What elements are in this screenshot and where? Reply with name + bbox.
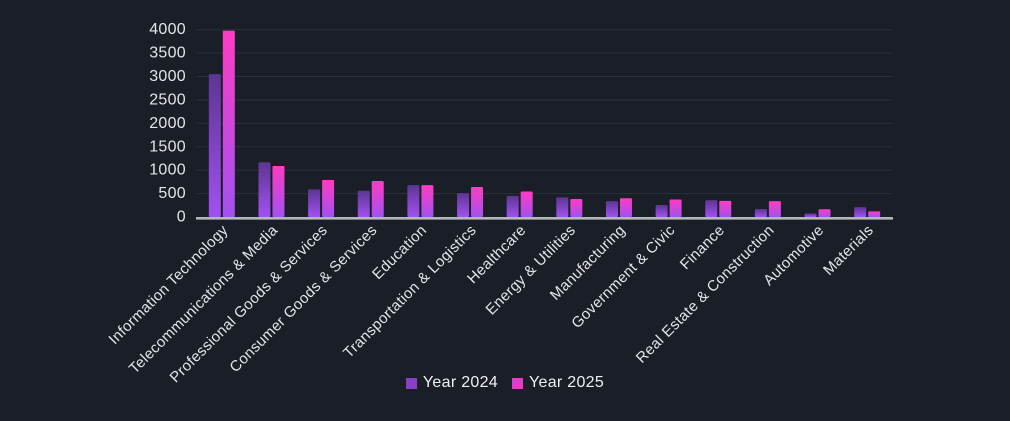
y-tick-label-1000: 1000 — [149, 162, 186, 179]
y-tick-label-1500: 1500 — [149, 138, 186, 155]
bar-telecommunications-media-year-2024[interactable] — [258, 162, 271, 217]
bar-government-civic-year-2025[interactable] — [669, 199, 682, 217]
bar-automotive-year-2024[interactable] — [804, 213, 817, 217]
bar-professional-goods-services-year-2025[interactable] — [322, 180, 335, 217]
y-tick-label-2000: 2000 — [149, 115, 186, 132]
bar-energy-utilities-year-2024[interactable] — [556, 197, 569, 217]
bar-information-technology-year-2024[interactable] — [208, 74, 221, 217]
bar-telecommunications-media-year-2025[interactable] — [272, 165, 285, 217]
legend-swatch-year-2024 — [405, 377, 417, 389]
legend-label-year-2024: Year 2024 — [422, 374, 498, 391]
y-tick-label-2500: 2500 — [149, 91, 186, 108]
bar-real-estate-construction-year-2024[interactable] — [754, 209, 767, 217]
bar-education-year-2025[interactable] — [421, 185, 434, 217]
bar-government-civic-year-2024[interactable] — [655, 205, 668, 217]
bar-finance-year-2025[interactable] — [719, 200, 732, 217]
bar-real-estate-construction-year-2025[interactable] — [768, 201, 781, 217]
legend-item-year-2024[interactable]: Year 2024 — [405, 374, 498, 392]
bar-energy-utilities-year-2025[interactable] — [570, 198, 583, 217]
y-tick-label-4000: 4000 — [149, 21, 186, 38]
bar-healthcare-year-2025[interactable] — [520, 191, 533, 217]
bar-education-year-2024[interactable] — [407, 185, 420, 217]
bar-information-technology-year-2025[interactable] — [222, 30, 235, 217]
legend: Year 2024 Year 2025 — [0, 374, 1010, 392]
y-tick-label-0: 0 — [177, 209, 186, 226]
y-tick-label-3000: 3000 — [149, 68, 186, 85]
x-label-finance: Finance — [677, 222, 728, 273]
bar-automotive-year-2025[interactable] — [818, 209, 831, 217]
x-label-energy-utilities: Energy & Utilities — [483, 222, 580, 319]
x-label-materials: Materials — [820, 222, 877, 279]
bar-manufacturing-year-2024[interactable] — [605, 201, 618, 217]
bar-manufacturing-year-2025[interactable] — [619, 198, 632, 217]
legend-item-year-2025[interactable]: Year 2025 — [512, 374, 604, 392]
y-tick-label-500: 500 — [158, 185, 186, 202]
bar-materials-year-2025[interactable] — [868, 211, 881, 217]
bar-finance-year-2024[interactable] — [705, 200, 718, 217]
bar-consumer-goods-services-year-2025[interactable] — [371, 180, 384, 217]
y-tick-label-3500: 3500 — [149, 45, 186, 62]
bar-transportation-logistics-year-2024[interactable] — [457, 193, 470, 217]
legend-swatch-year-2025 — [512, 377, 523, 389]
bar-transportation-logistics-year-2025[interactable] — [471, 187, 484, 217]
bar-materials-year-2024[interactable] — [854, 207, 867, 217]
bar-healthcare-year-2024[interactable] — [506, 195, 519, 217]
legend-label-year-2025: Year 2025 — [529, 374, 605, 391]
bar-consumer-goods-services-year-2024[interactable] — [357, 190, 370, 217]
bar-professional-goods-services-year-2024[interactable] — [308, 189, 321, 217]
